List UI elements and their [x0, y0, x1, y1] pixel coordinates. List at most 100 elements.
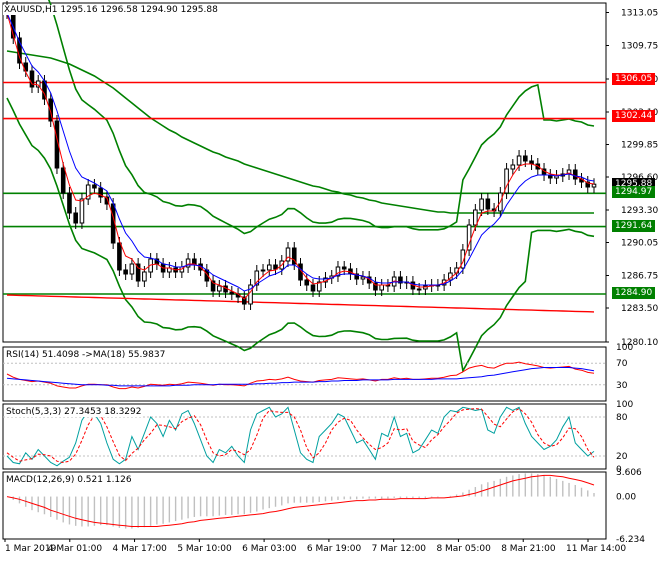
- ohlc-label: 1295.16 1296.58 1294.90 1295.88: [60, 5, 218, 15]
- candle-body: [266, 264, 272, 271]
- bollinger-upper-line: [47, 0, 595, 235]
- candle-body: [185, 258, 191, 268]
- candle-body: [129, 263, 135, 275]
- rsi-ma-line: [6, 367, 595, 387]
- macd-tick-label: -6.234: [616, 535, 645, 545]
- x-tick-label: 1 Mar 2019: [5, 544, 57, 554]
- ma-fast-line: [6, 12, 595, 300]
- candle-body: [29, 70, 35, 88]
- candle-body: [254, 270, 260, 286]
- x-tick-label: 5 Mar 10:00: [177, 544, 232, 554]
- candle-body: [516, 155, 522, 166]
- candle-body: [591, 183, 597, 188]
- level-box-1291: 1291.64: [612, 220, 656, 232]
- candle-body: [585, 181, 591, 188]
- stoch-signal-line: [6, 408, 595, 464]
- panel-frame-macd: [2, 471, 607, 540]
- panel-frame-rsi: [2, 346, 607, 402]
- candle-body: [310, 284, 316, 292]
- price-panel-header: XAUUSD,H1 1295.16 1296.58 1294.90 1295.8…: [3, 5, 219, 15]
- candle-body: [135, 263, 141, 282]
- candle-body: [510, 164, 516, 170]
- candle-body: [92, 184, 97, 189]
- candle-body: [117, 242, 122, 271]
- x-tick-label: 11 Mar 14:00: [566, 544, 626, 554]
- macd-histogram: [12, 473, 595, 529]
- x-tick-label: 6 Mar 03:00: [242, 544, 297, 554]
- macd-label: MACD(12,26,9) 0.521 1.126: [5, 475, 133, 485]
- macd-signal-line: [6, 474, 595, 527]
- candles-group: [4, 1, 597, 310]
- x-tick-label: 8 Mar 21:00: [501, 544, 556, 554]
- candle-body: [379, 284, 384, 291]
- panel-frame-stoch: [2, 403, 607, 470]
- price-tick-label: 1283.50: [621, 304, 658, 314]
- price-tick-label: 1299.85: [621, 141, 658, 151]
- candle-body: [35, 80, 41, 88]
- rsi-label: RSI(14) 51.4098 ->MA(18) 55.9837: [5, 350, 167, 360]
- candle-body: [60, 167, 66, 194]
- candle-body: [373, 282, 378, 291]
- x-tick-label: 7 Mar 12:00: [372, 544, 427, 554]
- x-tick-label: 8 Mar 05:00: [436, 544, 491, 554]
- candle-body: [210, 280, 216, 292]
- candle-body: [473, 209, 478, 226]
- candle-body: [48, 98, 54, 122]
- candle-body: [229, 291, 235, 295]
- candle-body: [192, 258, 197, 265]
- level-box-1284: 1284.90: [612, 287, 656, 299]
- candle-body: [241, 296, 247, 305]
- rsi-tick-label: 30: [616, 381, 628, 391]
- macd-tick-label: 0.00: [616, 493, 636, 503]
- candle-body: [479, 198, 484, 211]
- price-tick-label: 1290.05: [621, 239, 658, 249]
- stochastic-label: Stoch(5,3,3) 27.3453 18.3292: [5, 407, 143, 417]
- candle-body: [416, 288, 422, 291]
- macd-tick-label: 3.606: [616, 468, 642, 478]
- candle-body: [360, 276, 366, 280]
- candle-body: [273, 264, 278, 270]
- candle-body: [316, 281, 322, 292]
- candle-body: [85, 184, 91, 200]
- candle-body: [291, 247, 297, 265]
- candle-body: [504, 168, 509, 194]
- level-box-1302: 1302.44: [612, 110, 656, 122]
- candle-body: [142, 271, 147, 282]
- candle-body: [104, 196, 110, 205]
- x-tick-label: 6 Mar 19:00: [307, 544, 362, 554]
- candle-body: [98, 187, 103, 198]
- candle-body: [398, 276, 403, 284]
- stoch-tick-label: 20: [616, 452, 628, 462]
- candle-body: [79, 198, 85, 224]
- level-box-1294: 1294.97: [612, 186, 656, 198]
- price-tick-label: 1286.75: [621, 272, 658, 282]
- price-tick-label: 1293.30: [621, 206, 658, 216]
- stoch-tick-label: 100: [616, 400, 633, 410]
- candle-body: [217, 285, 222, 292]
- candle-body: [260, 269, 266, 272]
- symbol-label: XAUUSD,H1: [4, 5, 58, 15]
- stoch-main-line: [6, 406, 595, 467]
- rsi-tick-label: 100: [616, 343, 633, 353]
- panel-frame-price: [2, 2, 607, 343]
- candle-body: [123, 269, 128, 275]
- candle-body: [460, 249, 466, 269]
- bollinger-lower-line: [6, 97, 595, 374]
- candle-body: [466, 224, 472, 251]
- candle-body: [67, 192, 72, 214]
- candle-body: [341, 266, 347, 270]
- x-tick-label: 4 Mar 01:00: [48, 544, 103, 554]
- candle-body: [485, 198, 491, 210]
- price-tick-label: 1309.75: [621, 42, 658, 52]
- stoch-tick-label: 80: [616, 413, 628, 423]
- price-tick-label: 1313.05: [621, 9, 658, 19]
- trend-line: [6, 294, 595, 313]
- candle-body: [572, 169, 578, 180]
- stoch-tick-label: 0: [616, 465, 622, 475]
- rsi-tick-label: 70: [616, 359, 628, 369]
- level-box-1306: 1306.05: [612, 73, 656, 85]
- price-tick-label: 1280.10: [621, 338, 658, 348]
- candle-body: [354, 273, 360, 280]
